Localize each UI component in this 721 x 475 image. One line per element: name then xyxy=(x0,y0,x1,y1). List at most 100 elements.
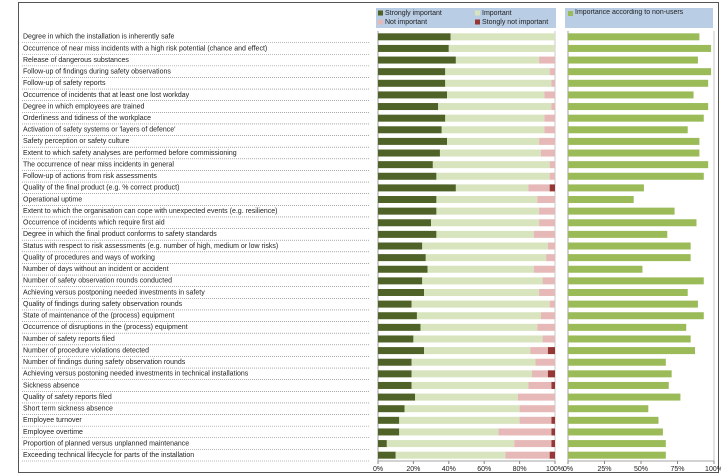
bar xyxy=(386,440,515,448)
x-tick-label: 100% xyxy=(705,466,721,473)
bar xyxy=(378,184,456,192)
bar xyxy=(539,207,555,215)
bar xyxy=(568,172,704,180)
bar xyxy=(378,254,426,262)
category-label: Number of safety reports filed xyxy=(23,336,115,343)
bar xyxy=(568,358,666,366)
bar xyxy=(539,288,555,296)
category-label: Number of procedure violations detected xyxy=(23,347,149,354)
bar xyxy=(427,265,534,273)
bar xyxy=(378,242,423,250)
category-label: Orderliness and tidiness of the workplac… xyxy=(23,115,151,122)
bar xyxy=(537,196,555,204)
bar xyxy=(378,358,412,366)
category-label: Sickness absence xyxy=(23,382,80,389)
bar xyxy=(411,381,529,389)
bar xyxy=(528,381,552,389)
bar xyxy=(568,56,698,64)
x-tick-label: 60% xyxy=(477,466,491,473)
bar xyxy=(546,254,555,262)
category-label: Activation of safety systems or 'layers … xyxy=(23,127,175,134)
bar xyxy=(424,288,540,296)
category-label: Number of days without an incident or ac… xyxy=(23,266,169,273)
category-label: Quality of procedures and ways of workin… xyxy=(23,254,155,261)
bar xyxy=(568,288,688,296)
category-label: Extent to which the organisation can cop… xyxy=(23,208,277,215)
bar xyxy=(411,300,550,308)
category-label: Exceeding technical lifecycle for parts … xyxy=(23,452,194,459)
bar xyxy=(568,184,644,192)
bar xyxy=(411,370,532,378)
bar xyxy=(450,33,555,41)
bar xyxy=(378,161,433,169)
bar xyxy=(568,335,691,343)
bar xyxy=(568,103,709,111)
bar xyxy=(378,79,446,87)
bar xyxy=(415,393,518,401)
bar xyxy=(531,370,548,378)
bar xyxy=(447,91,545,99)
bar xyxy=(378,323,421,331)
category-label: Occurrence of near miss incidents with a… xyxy=(23,45,267,52)
bar xyxy=(517,393,555,401)
x-tick-label: 75% xyxy=(670,466,684,473)
bar xyxy=(539,137,555,145)
category-label: Degree in which the final product confor… xyxy=(23,231,217,238)
bar xyxy=(568,405,649,413)
bar xyxy=(399,416,520,424)
bar xyxy=(404,405,520,413)
bar xyxy=(378,91,448,99)
bar xyxy=(448,44,555,52)
bar xyxy=(441,126,545,134)
legend-label: Strongly important xyxy=(385,10,442,17)
bar xyxy=(549,68,555,76)
bar xyxy=(568,265,643,273)
legend-swatch xyxy=(378,10,383,16)
category-label: Achieving versus postponing needed inves… xyxy=(23,289,205,296)
bar xyxy=(436,172,550,180)
bar xyxy=(568,114,704,122)
bar xyxy=(378,265,428,273)
bar xyxy=(568,312,704,320)
bar xyxy=(378,196,437,204)
bar xyxy=(519,416,552,424)
bar xyxy=(544,114,555,122)
bar xyxy=(445,68,550,76)
bar xyxy=(378,219,432,227)
bar xyxy=(568,451,666,459)
bar xyxy=(399,428,499,436)
bar xyxy=(568,137,700,145)
bar xyxy=(378,56,456,64)
category-label: Employee overtime xyxy=(23,429,83,436)
bar xyxy=(378,126,442,134)
bar xyxy=(568,44,712,52)
bar xyxy=(533,265,555,273)
bar xyxy=(378,347,425,355)
legend-label: Importance according to non-users xyxy=(575,9,684,16)
legend-label: Not important xyxy=(385,19,427,26)
bar xyxy=(551,381,555,389)
bar xyxy=(378,335,414,343)
bar xyxy=(439,149,541,157)
bar xyxy=(568,149,700,157)
bar xyxy=(568,91,694,99)
bar xyxy=(551,428,555,436)
category-label: Quality of findings during safety observ… xyxy=(23,301,183,308)
category-label: Occurrence of incidents that at least on… xyxy=(23,92,190,99)
bar xyxy=(378,300,412,308)
bar xyxy=(568,300,698,308)
bar xyxy=(551,79,555,87)
bar xyxy=(378,312,417,320)
x-tick-label: 0% xyxy=(373,466,383,473)
bar xyxy=(540,149,555,157)
legend-box xyxy=(565,8,713,28)
bar xyxy=(568,68,712,76)
bar xyxy=(549,161,555,169)
bar xyxy=(547,370,555,378)
bar xyxy=(568,207,675,215)
bar xyxy=(436,230,534,238)
category-label: Quality of the final product (e.g. % cor… xyxy=(23,185,179,192)
category-label: Degree in which the installation is inhe… xyxy=(23,34,174,41)
frame xyxy=(18,2,719,473)
